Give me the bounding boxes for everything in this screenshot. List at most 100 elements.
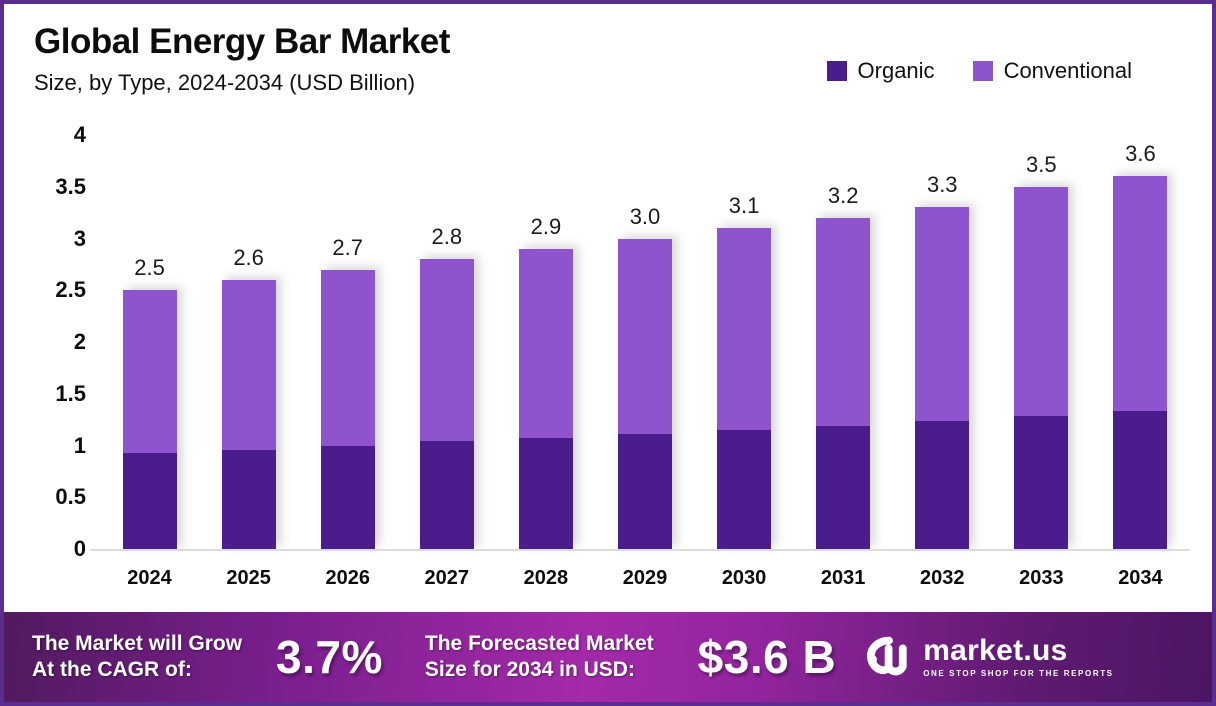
x-axis-baseline: [90, 549, 1190, 551]
bar-stack: [122, 290, 177, 549]
marketus-logo-textblock: market.us ONE STOP SHOP FOR THE REPORTS: [923, 634, 1114, 679]
bar-stack: [1113, 176, 1168, 549]
bar-column: 2.7: [298, 135, 397, 549]
marketus-logo-text: market.us: [923, 634, 1068, 667]
bar-total-label: 3.1: [728, 193, 760, 219]
bar-column: 3.6: [1091, 135, 1190, 549]
bar-segment-organic: [122, 452, 177, 549]
bar-segment-conventional: [915, 207, 970, 421]
bar-segment-conventional: [122, 290, 177, 453]
legend-swatch-organic: [826, 61, 847, 81]
cagr-text-line2: At the CAGR of:: [32, 658, 192, 681]
x-tick-label: 2030: [721, 567, 767, 589]
bar-segment-conventional: [717, 228, 772, 430]
bar-stack: [320, 269, 375, 549]
legend-label-organic: Organic: [857, 58, 935, 83]
bar-total-label: 2.6: [233, 244, 264, 270]
chart-title: Global Energy Bar Market: [34, 22, 450, 61]
y-axis: 0 0.5 1 1.5 2 2.5 3 3.5 4: [28, 122, 86, 561]
forecast-text-line2: Size for 2034 in USD:: [424, 658, 635, 681]
chart-subtitle: Size, by Type, 2024-2034 (USD Billion): [34, 70, 416, 96]
x-axis: 2024 2025 2026 2027 2028 2029 2030 2031 2032 2033…: [100, 567, 1190, 597]
bar-segment-organic: [816, 425, 871, 549]
bar-stack: [915, 207, 970, 549]
y-tick-label: 4: [73, 122, 86, 147]
bar-total-label: 2.8: [431, 224, 463, 250]
legend: Organic Conventional: [826, 58, 1132, 84]
bar-segment-conventional: [419, 259, 474, 442]
legend-item-conventional: Conventional: [972, 58, 1132, 84]
y-tick-label: 0.5: [55, 484, 86, 510]
bar-stack: [1014, 186, 1069, 549]
marketus-logo-tagline: ONE STOP SHOP FOR THE REPORTS: [923, 669, 1114, 678]
bar-total-label: 3.5: [1026, 151, 1057, 177]
bar-total-label: 3.3: [926, 172, 958, 198]
bar-stack: [518, 248, 573, 549]
bar-segment-organic: [1113, 411, 1168, 549]
bar-column: 2.6: [199, 135, 298, 549]
forecast-value: $3.6 B: [697, 631, 837, 683]
bar-column: 2.5: [100, 135, 199, 549]
bar-total-label: 3.0: [629, 203, 661, 229]
bar-segment-organic: [419, 441, 474, 549]
cagr-text-line1: The Market will Grow: [32, 631, 243, 655]
plot-area: 2.5 2.6 2.7 2.8 2.9 3.0 3.1 3.2 3.3 3.5 3.6: [100, 135, 1190, 549]
bar-total-label: 2.9: [530, 213, 562, 239]
bar-total-label: 3.2: [827, 182, 859, 208]
x-tick-label: 2034: [1118, 567, 1163, 589]
bar-segment-conventional: [518, 248, 573, 439]
bar-segment-conventional: [1113, 176, 1168, 412]
forecast-text-line1: The Forecasted Market: [424, 631, 654, 655]
x-tick-label: 2026: [325, 567, 370, 589]
y-tick-label: 3: [73, 225, 86, 251]
y-tick-label: 2.5: [55, 277, 86, 303]
bar-segment-conventional: [617, 238, 672, 435]
y-tick-label: 3.5: [55, 173, 86, 199]
x-tick-label: 2028: [523, 567, 569, 589]
bar-segment-conventional: [320, 269, 375, 446]
bar-total-label: 2.7: [332, 234, 363, 260]
x-tick-label: 2025: [226, 567, 271, 589]
bar-stack: [221, 279, 276, 549]
cagr-text: The Market will Grow At the CAGR of:: [32, 631, 242, 684]
legend-item-organic: Organic: [826, 58, 935, 84]
bar-segment-conventional: [221, 279, 276, 450]
bar-stack: [419, 259, 474, 549]
bar-stack: [816, 217, 871, 549]
bar-stack: [717, 228, 772, 549]
bar-segment-organic: [717, 429, 772, 549]
bar-column: 3.1: [695, 135, 794, 549]
legend-label-conventional: Conventional: [1003, 58, 1132, 83]
y-tick-label: 2: [73, 329, 86, 354]
bar-segment-conventional: [1014, 186, 1069, 416]
y-tick-label: 1.5: [55, 380, 86, 406]
bar-segment-organic: [617, 434, 672, 549]
y-tick-label: 0: [73, 536, 86, 561]
bar-column: 3.0: [595, 135, 694, 549]
bar-stack: [617, 238, 672, 549]
bar-total-label: 3.6: [1125, 141, 1156, 167]
x-tick-label: 2032: [920, 567, 965, 589]
cagr-value: 3.7%: [276, 631, 383, 683]
bar-total-label: 2.5: [134, 255, 165, 281]
y-tick-label: 1: [73, 432, 86, 458]
bar-column: 3.3: [893, 135, 992, 549]
x-tick-label: 2024: [127, 567, 172, 589]
marketus-logo-icon: [867, 636, 907, 676]
bar-segment-organic: [320, 445, 375, 549]
footer-banner: The Market will Grow At the CAGR of: 3.7…: [4, 612, 1212, 702]
marketus-logo: market.us ONE STOP SHOP FOR THE REPORTS: [864, 635, 1113, 679]
header: Global Energy Bar Market Size, by Type, …: [34, 22, 450, 96]
x-tick-label: 2031: [820, 567, 866, 589]
bar-segment-organic: [518, 438, 573, 549]
bar-column: 2.9: [496, 135, 595, 549]
bar-column: 3.5: [992, 135, 1091, 549]
bar-segment-organic: [1014, 415, 1069, 549]
legend-swatch-conventional: [972, 61, 993, 81]
x-tick-label: 2029: [622, 567, 668, 589]
bar-segment-organic: [915, 420, 970, 549]
bar-segment-conventional: [816, 217, 871, 426]
bar-column: 3.2: [794, 135, 893, 549]
x-tick-label: 2033: [1019, 567, 1064, 589]
